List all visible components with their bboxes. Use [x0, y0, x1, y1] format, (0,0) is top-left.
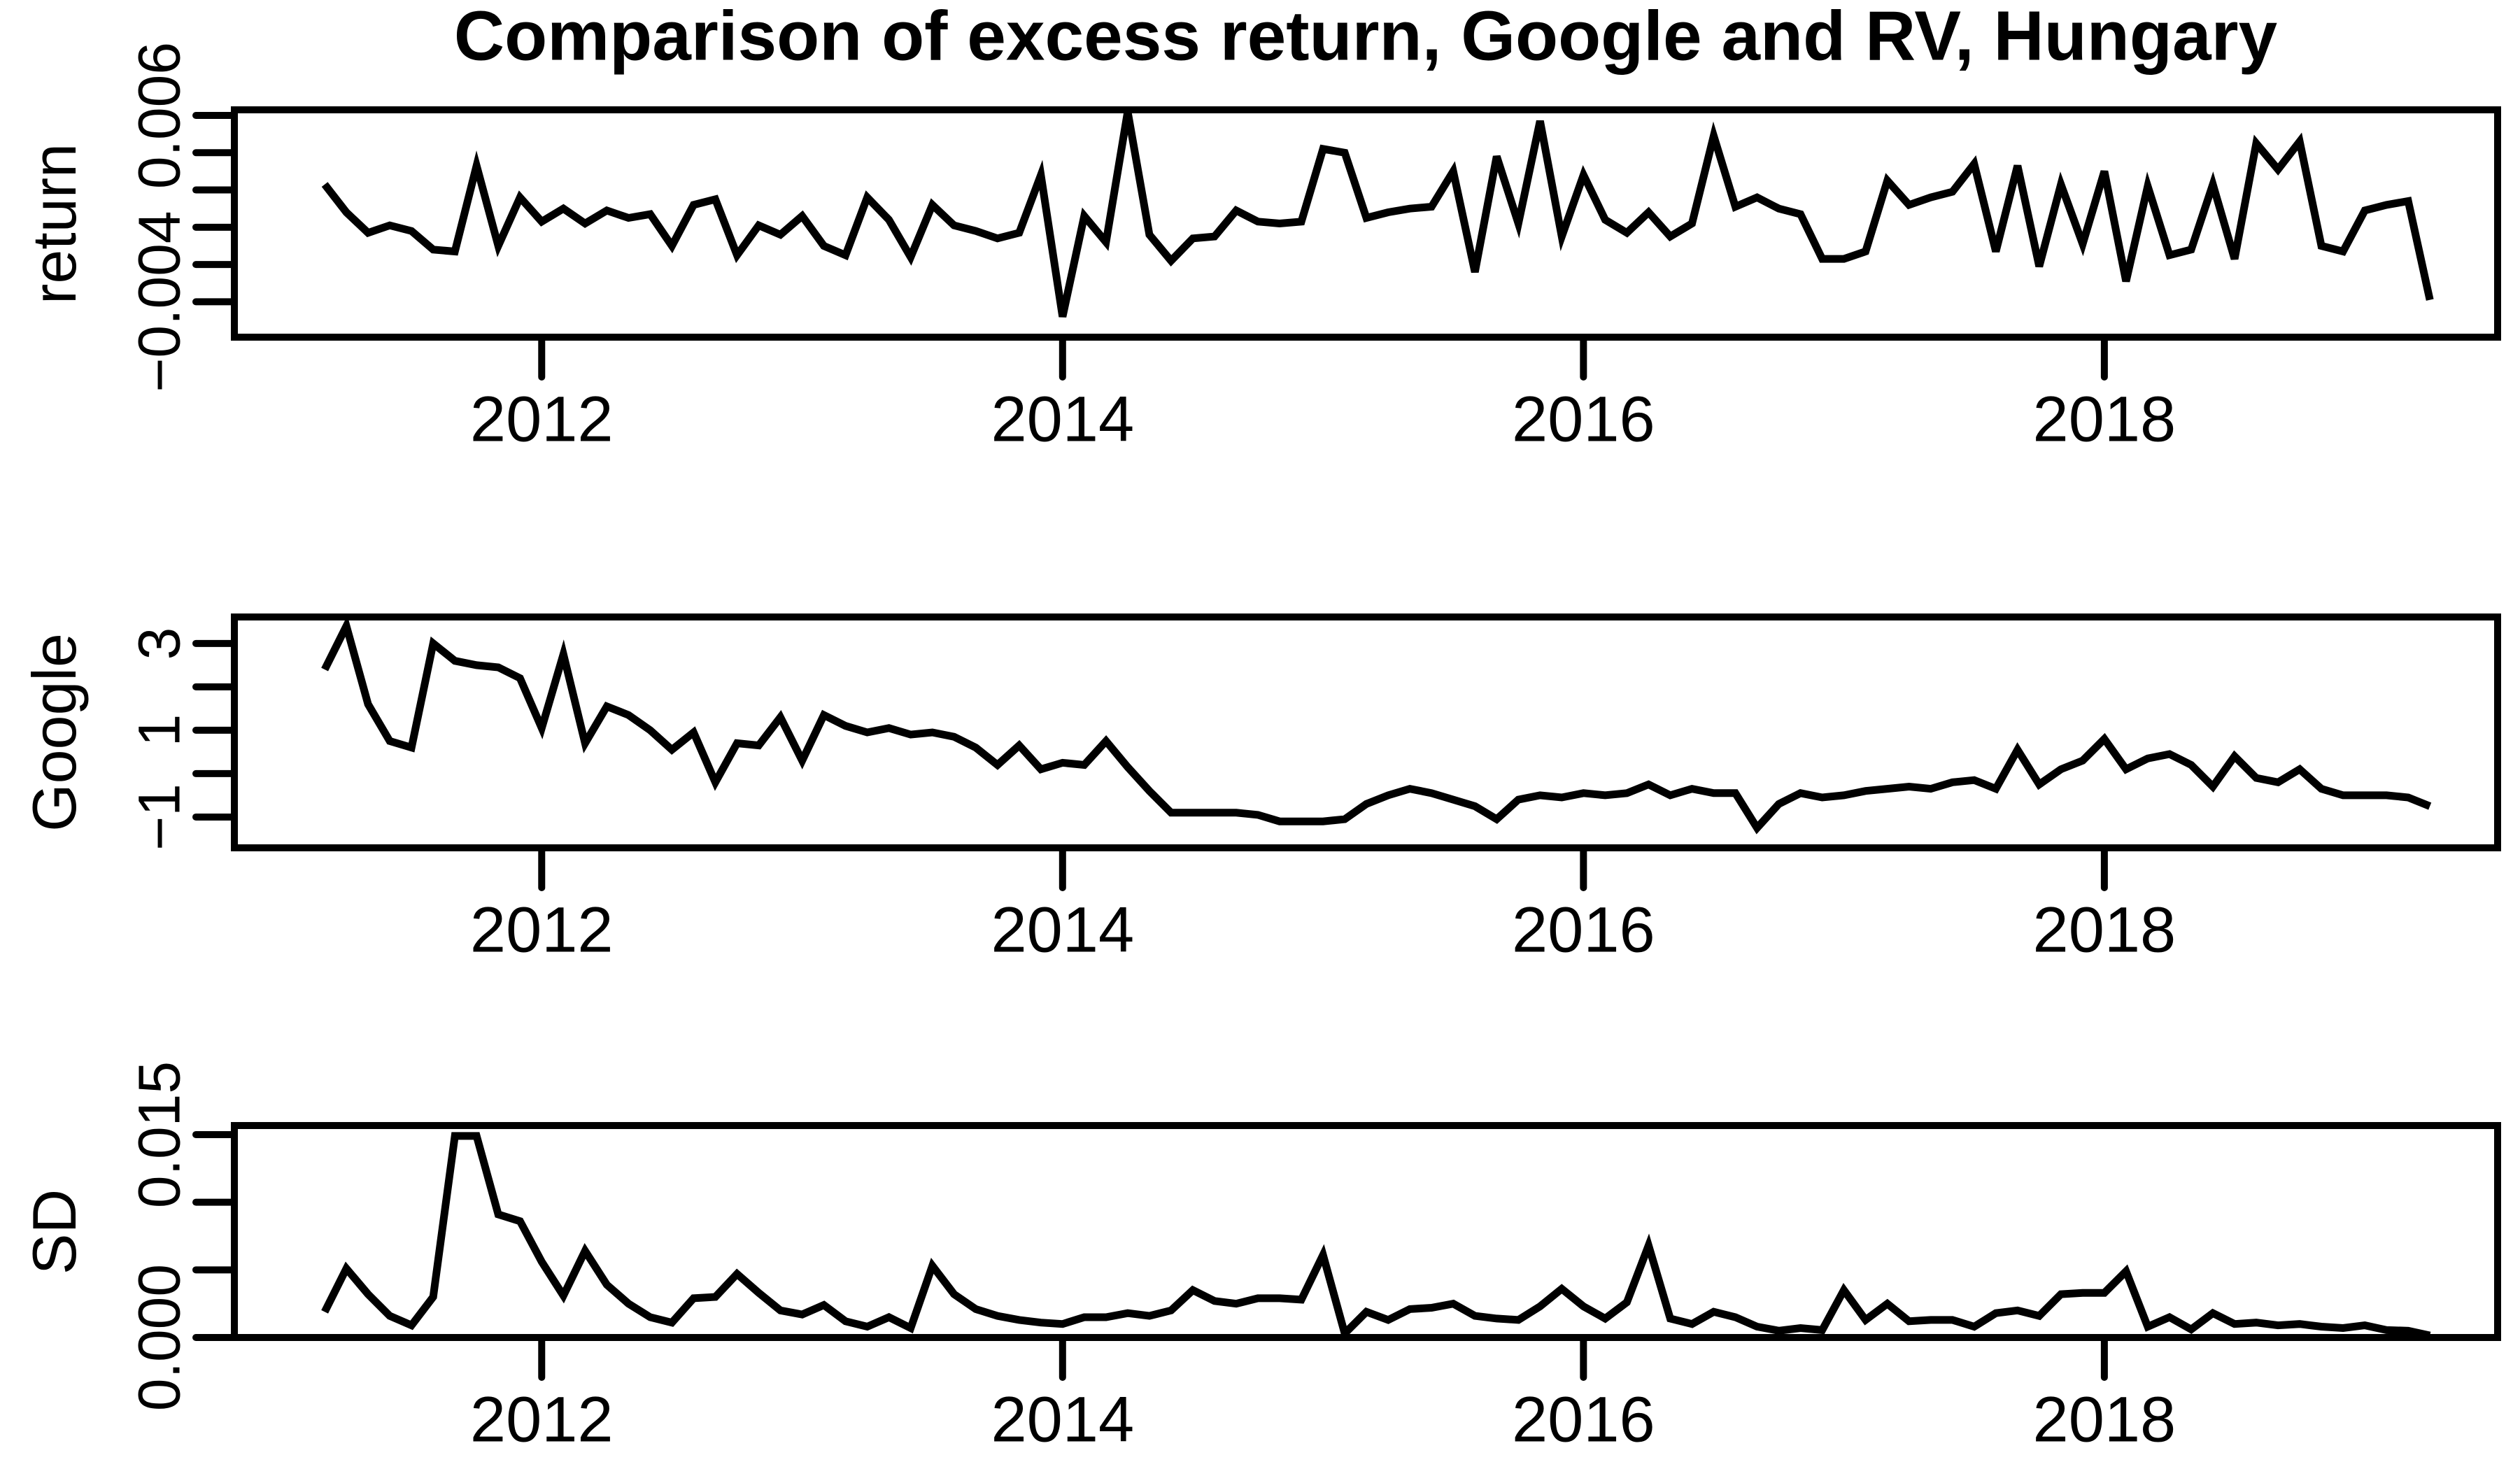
- return-x-tick-label: 2014: [991, 383, 1135, 455]
- google-x-tick-label: 2016: [1511, 894, 1655, 966]
- return-x-tick-label: 2018: [2032, 383, 2176, 455]
- sd-y-axis-label: SD: [20, 1188, 89, 1275]
- sd-y-tick-label: 0.000: [126, 1263, 192, 1412]
- google-y-axis-label: Google: [20, 633, 89, 832]
- return-y-tick-label: −0.004: [126, 211, 192, 393]
- return-x-tick-label: 2012: [469, 383, 614, 455]
- chart-title: Comparison of excess return, Google and …: [453, 0, 2278, 76]
- sd-x-tick-label: 2014: [991, 1384, 1135, 1456]
- google-series-line: [321, 615, 2432, 835]
- sd-x-tick-label: 2012: [469, 1384, 614, 1456]
- return-y-axis-label: return: [20, 143, 89, 304]
- sd-panel-box: [231, 1122, 2501, 1341]
- google-y-tick-label: −1: [126, 783, 192, 851]
- google-panel-box: [231, 613, 2501, 851]
- google-y-tick-label: 1: [126, 714, 192, 747]
- return-x-tick-label: 2016: [1511, 383, 1655, 455]
- return-series-line: [321, 111, 2434, 318]
- sd-x-tick-label: 2016: [1511, 1384, 1655, 1456]
- sd-x-tick-label: 2018: [2032, 1384, 2176, 1456]
- google-x-tick-label: 2014: [991, 894, 1135, 966]
- return-panel-box: [231, 106, 2501, 341]
- google-x-tick-label: 2012: [469, 894, 614, 966]
- sd-series-line: [321, 1132, 2431, 1341]
- google-y-tick-label: 3: [126, 627, 192, 660]
- sd-y-tick-label: 0.015: [126, 1060, 192, 1209]
- return-y-tick-label: 0.006: [126, 41, 192, 190]
- google-x-tick-label: 2018: [2032, 894, 2176, 966]
